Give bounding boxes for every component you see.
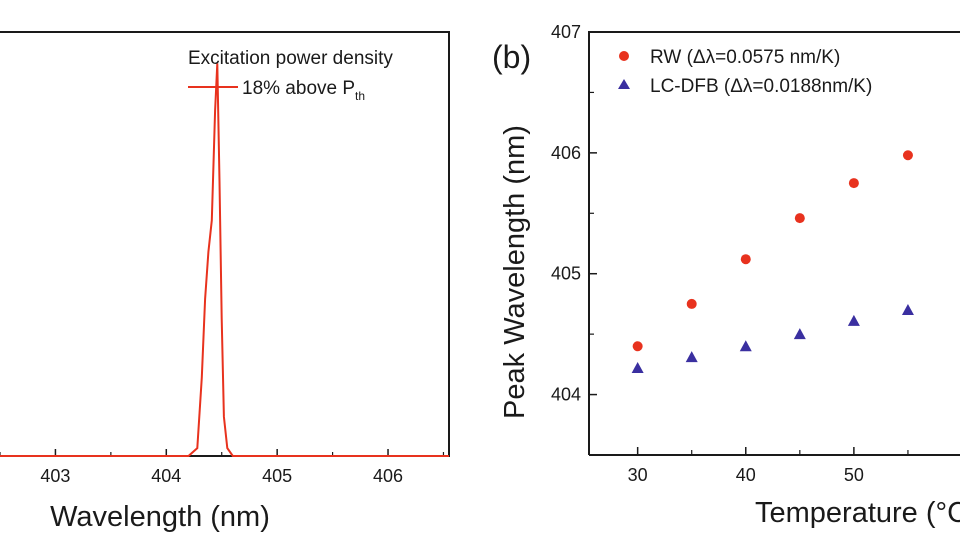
spectrum-x-tick-label: 405 bbox=[262, 466, 292, 486]
spectrum-x-tick-label: 404 bbox=[151, 466, 181, 486]
rw-data-point bbox=[740, 254, 751, 265]
spectrum-x-tick-label: 403 bbox=[40, 466, 70, 486]
spectrum-series-line bbox=[0, 63, 449, 457]
legend-lc-dfb-label: LC-DFB (Δλ=0.0188nm/K) bbox=[650, 76, 872, 97]
lc-dfb-data-point bbox=[739, 340, 752, 352]
spectrum-panel: 403 404 405 406 Excitation power density 18… bbox=[0, 31, 450, 533]
rw-data-point bbox=[902, 150, 913, 161]
rw-data-point bbox=[848, 178, 859, 189]
lc-dfb-data-point bbox=[847, 314, 860, 326]
lc-dfb-data-point bbox=[685, 351, 698, 363]
legend-lc-dfb-marker bbox=[618, 79, 630, 89]
spectrum-legend-title: Excitation power density bbox=[188, 48, 393, 69]
lc-dfb-data-point bbox=[631, 361, 644, 373]
rw-data-point bbox=[794, 213, 805, 224]
temperature-panel: (b) 404 405 406 407 30 40 50 RW (Δλ=0.0575 nm… bbox=[492, 22, 960, 529]
temperature-y-tick-label: 405 bbox=[551, 264, 581, 284]
legend-rw-label: RW (Δλ=0.0575 nm/K) bbox=[650, 47, 840, 68]
rw-data-point bbox=[632, 341, 643, 352]
temperature-y-tick-label: 404 bbox=[551, 385, 581, 405]
lc-dfb-data-point bbox=[901, 303, 914, 315]
temperature-x-ticks: 30 40 50 bbox=[628, 447, 909, 485]
lc-dfb-data-point bbox=[793, 328, 806, 340]
temperature-data-points bbox=[631, 150, 914, 373]
panel-b-label: (b) bbox=[492, 39, 531, 75]
spectrum-x-axis-label: Wavelength (nm) bbox=[50, 501, 270, 533]
temperature-x-tick-label: 50 bbox=[844, 465, 864, 485]
temperature-y-ticks: 404 405 406 407 bbox=[551, 22, 597, 456]
temperature-y-tick-label: 406 bbox=[551, 143, 581, 163]
rw-data-point bbox=[686, 298, 697, 309]
temperature-y-tick-label: 407 bbox=[551, 22, 581, 42]
legend-rw-marker bbox=[619, 51, 629, 61]
spectrum-plot-frame bbox=[0, 31, 450, 457]
spectrum-legend-entry: 18% above Pth bbox=[242, 78, 365, 103]
temperature-x-axis-label: Temperature (°C) bbox=[755, 497, 960, 529]
temperature-x-tick-label: 40 bbox=[736, 465, 756, 485]
temperature-x-tick-label: 30 bbox=[628, 465, 648, 485]
temperature-y-axis-label: Peak Wavelength (nm) bbox=[499, 125, 531, 419]
spectrum-x-ticks: 403 404 405 406 bbox=[0, 449, 445, 486]
spectrum-x-tick-label: 406 bbox=[373, 466, 403, 486]
